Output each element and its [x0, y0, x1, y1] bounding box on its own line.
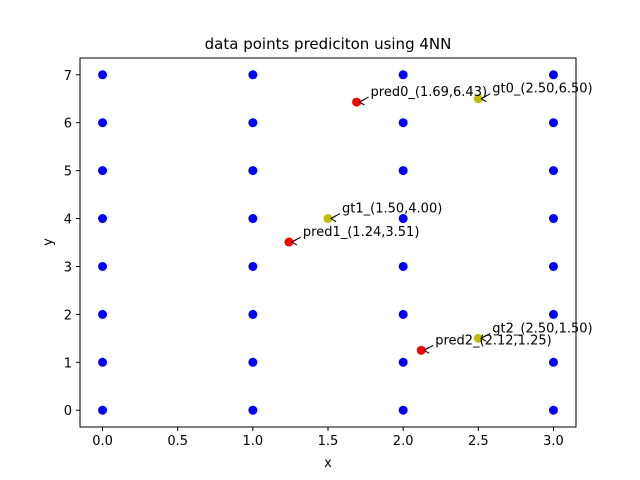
data-point-s0-30	[548, 118, 558, 128]
x-tick-label-1: 0.5	[167, 434, 188, 449]
data-point-s0-29	[548, 166, 558, 176]
data-point-s2-0	[352, 97, 362, 107]
data-point-s1-2	[473, 333, 483, 343]
data-point-s0-15	[248, 70, 258, 80]
data-point-s0-24	[548, 405, 558, 415]
y-tick-label-4: 4	[64, 213, 72, 228]
data-point-s0-13	[248, 166, 258, 176]
marks-layer: gt0_(2.50,6.50) pred0_(1.69,6.43) gt1_(1.5…	[98, 70, 593, 415]
data-point-s0-2	[98, 309, 108, 319]
x-tick-label-2: 1.0	[243, 434, 264, 449]
x-tick-label-3: 1.5	[318, 434, 339, 449]
data-point-s0-19	[398, 261, 408, 271]
data-point-s0-18	[398, 309, 408, 319]
data-point-s0-20	[398, 214, 408, 224]
x-tick-label-4: 2.0	[393, 434, 414, 449]
axes-frame	[79, 57, 577, 428]
data-point-s0-17	[398, 357, 408, 367]
y-axis-label: y	[41, 238, 56, 246]
annotation-arrowhead-3	[290, 238, 298, 246]
annotation-label-3: pred1_(1.24,3.51)	[303, 225, 420, 240]
data-point-s0-8	[248, 405, 258, 415]
x-tick-label-6: 3.0	[543, 434, 564, 449]
data-point-s0-11	[248, 261, 258, 271]
annotation-arrowhead-4	[480, 334, 487, 342]
annotation-arrowhead-1	[358, 98, 365, 106]
chart-title: data points prediciton using 4NN	[205, 35, 452, 53]
data-point-s0-1	[98, 357, 108, 367]
data-point-s0-31	[548, 70, 558, 80]
x-tick-label-5: 2.5	[468, 434, 489, 449]
data-point-s0-14	[248, 118, 258, 128]
data-point-s0-10	[248, 309, 258, 319]
data-point-s0-5	[98, 166, 108, 176]
y-tick-label-3: 3	[64, 260, 72, 275]
data-point-s0-9	[248, 357, 258, 367]
annotation-arrowhead-0	[480, 95, 487, 103]
data-point-s0-16	[398, 405, 408, 415]
y-tick-label-0: 0	[64, 404, 72, 419]
data-point-s0-22	[398, 118, 408, 128]
x-tick-label-0: 0.0	[92, 434, 113, 449]
annotation-arrowhead-2	[330, 215, 337, 222]
annotation-label-4: gt2_(2.50,1.50)	[492, 321, 592, 336]
data-point-s0-6	[98, 118, 108, 128]
annotation-label-5: pred2_(2.12,1.25)	[435, 333, 552, 348]
data-point-s0-7	[98, 70, 108, 80]
data-point-s0-28	[548, 214, 558, 224]
data-point-s1-1	[323, 214, 333, 224]
data-point-s0-21	[398, 166, 408, 176]
ticks-layer: 0.0 0.5 1.0 1.5 2.0 2.5 3.0 0 1 2 3 4 5 6 7	[64, 69, 564, 449]
data-point-s0-25	[548, 357, 558, 367]
data-point-s0-12	[248, 214, 258, 224]
data-point-s2-2	[416, 345, 426, 355]
y-tick-label-2: 2	[64, 308, 72, 323]
data-point-s0-23	[398, 70, 408, 80]
annotation-label-2: gt1_(1.50,4.00)	[342, 202, 442, 217]
data-point-s0-0	[98, 405, 108, 415]
y-tick-label-1: 1	[64, 356, 72, 371]
annotation-label-1: pred0_(1.69,6.43)	[371, 85, 488, 100]
data-point-s0-3	[98, 261, 108, 271]
y-tick-label-7: 7	[64, 69, 72, 84]
x-axis-label: x	[324, 456, 332, 471]
y-tick-label-5: 5	[64, 165, 72, 180]
data-point-s1-0	[473, 94, 483, 104]
annotation-label-0: gt0_(2.50,6.50)	[492, 82, 592, 97]
data-point-s0-26	[548, 309, 558, 319]
y-tick-label-6: 6	[64, 117, 72, 132]
annotation-arrowhead-5	[423, 346, 430, 354]
data-point-s2-1	[284, 237, 294, 247]
data-point-s0-27	[548, 261, 558, 271]
data-point-s0-4	[98, 214, 108, 224]
